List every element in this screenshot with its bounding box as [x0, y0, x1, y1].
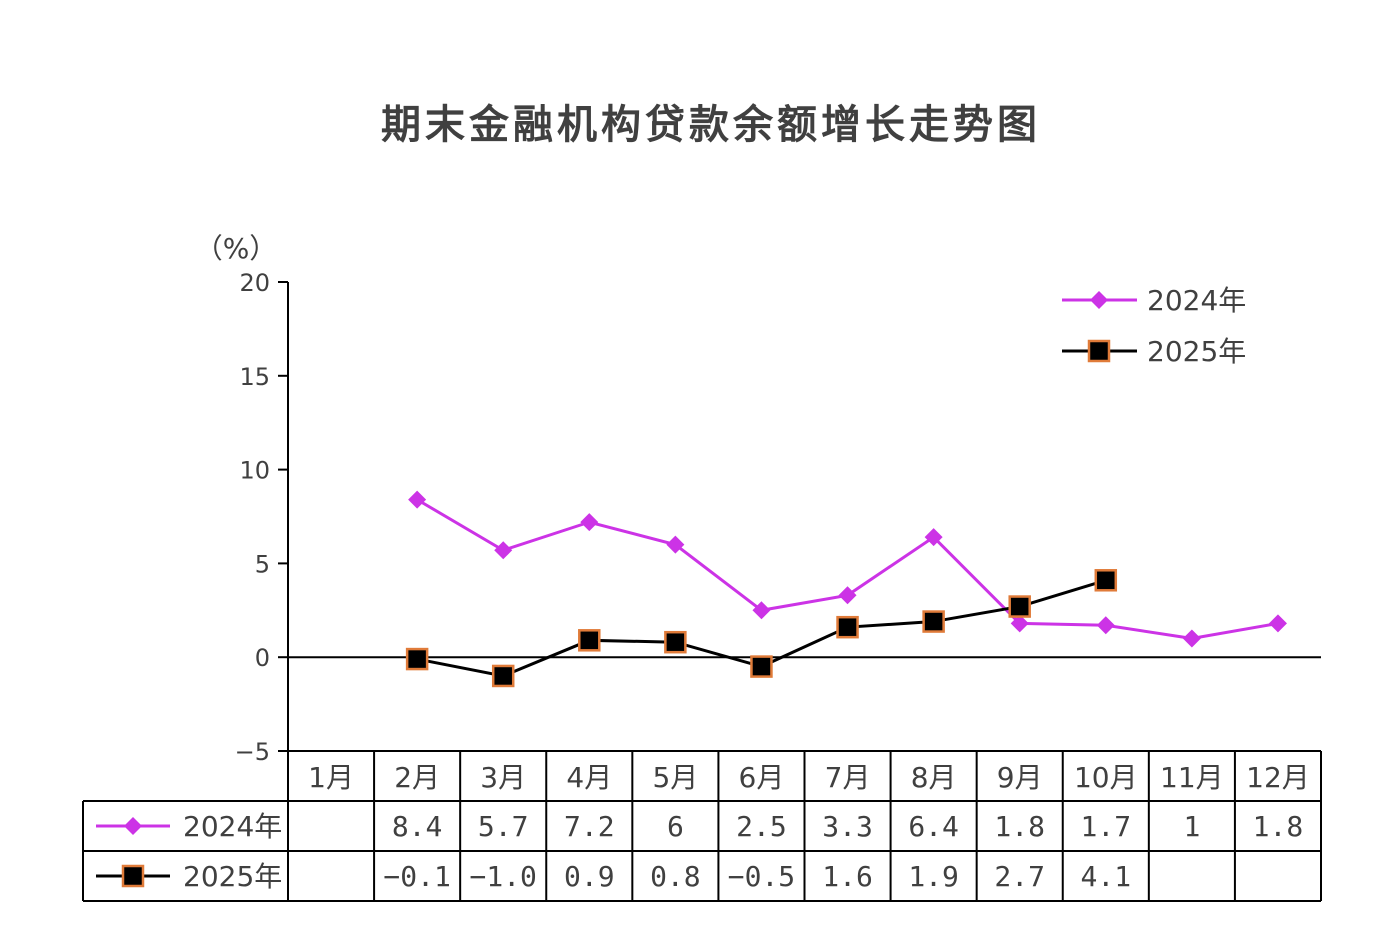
series-1-point	[1182, 629, 1201, 648]
legend-label: 2024年	[1147, 284, 1246, 317]
series-2-point	[836, 615, 859, 639]
legend: 2024年 2025年	[1062, 284, 1246, 368]
table-cell-value: 3.3	[822, 810, 873, 843]
series-1-point	[408, 490, 427, 509]
x-category-label: 4月	[566, 761, 612, 794]
table-cell-value: 8.4	[392, 810, 443, 843]
series-2-point	[750, 655, 773, 678]
markers	[405, 490, 1287, 688]
table-cell-value: 1.9	[908, 860, 959, 893]
x-category-label: 1月	[308, 761, 354, 794]
data-table: 1月 2月 3月 4月 5月 6月 7月 8月 9月 10月 11月 12月 2024年 8.4 5.7 7.…	[82, 750, 1322, 902]
x-category-label: 12月	[1246, 761, 1310, 794]
table-cell-value: 4.1	[1081, 860, 1132, 893]
series-1-point	[494, 541, 513, 560]
table-cell-value: 1	[1183, 810, 1200, 843]
series-2-point	[1008, 595, 1031, 618]
x-category-label: 8月	[911, 761, 957, 794]
chart-title: 期末金融机构贷款余额增长走势图	[381, 102, 1041, 148]
x-category-label: 7月	[825, 761, 871, 794]
y-axis-unit: （%）	[195, 232, 278, 265]
series-1-point	[924, 528, 943, 547]
series-2-point	[922, 610, 945, 633]
y-tick-label: 5	[255, 550, 270, 578]
table-cell-value: −0.1	[383, 860, 450, 893]
table-legend-marker	[121, 864, 145, 888]
y-tick-label: −5	[235, 738, 270, 766]
series-1-point	[1268, 614, 1287, 633]
table-cell-value: 2.5	[736, 810, 787, 843]
legend-label: 2025年	[1147, 335, 1246, 368]
table-cell-value: −1.0	[469, 860, 536, 893]
series-1-point	[1010, 614, 1029, 633]
series-1-point	[666, 535, 685, 554]
table-row-label: 2024年	[183, 810, 282, 843]
table-cell-value: −0.5	[728, 860, 795, 893]
y-tick-label: 20	[239, 269, 270, 297]
series-1-point	[1096, 616, 1115, 635]
x-category-label: 5月	[652, 761, 698, 794]
legend-marker	[1090, 291, 1108, 309]
table-cell-value: 1.8	[1253, 810, 1304, 843]
x-category-label: 2月	[394, 761, 440, 794]
table-cell-value: 6.4	[908, 810, 959, 843]
x-category-label: 3月	[480, 761, 526, 794]
table-cell-value: 7.2	[564, 810, 615, 843]
series-1-point	[752, 601, 771, 620]
table-cell-value: 0.9	[564, 860, 615, 893]
x-category-label: 6月	[739, 761, 785, 794]
series-2-point	[1094, 569, 1118, 592]
table-cell-value: 0.8	[650, 860, 701, 893]
table-cell-value: 2.7	[994, 860, 1045, 893]
x-category-label: 11月	[1160, 761, 1224, 794]
y-tick-label: 0	[255, 644, 270, 672]
x-category-label: 10月	[1074, 761, 1138, 794]
table-cell-value: 1.6	[822, 860, 873, 893]
series-2-point	[405, 647, 429, 671]
x-category-label: 9月	[997, 761, 1043, 794]
axes: （%）	[195, 232, 1321, 751]
series-2-point	[664, 630, 687, 654]
table-cell-value: 5.7	[478, 810, 529, 843]
series-1-point	[580, 513, 599, 532]
table-cell-value: 6	[667, 810, 684, 843]
y-tick-label: 15	[239, 363, 270, 391]
series-1-point	[838, 586, 857, 605]
table-cell-value: 1.8	[994, 810, 1045, 843]
table-legend-marker	[124, 817, 142, 835]
table-row-label: 2025年	[183, 860, 282, 893]
series-2-point	[491, 664, 515, 688]
y-ticks: −5 0 5 10 15 20	[235, 269, 288, 766]
legend-marker	[1087, 339, 1111, 363]
y-tick-label: 10	[239, 457, 270, 485]
series-2-point	[578, 629, 601, 652]
table-cell-value: 1.7	[1081, 810, 1132, 843]
